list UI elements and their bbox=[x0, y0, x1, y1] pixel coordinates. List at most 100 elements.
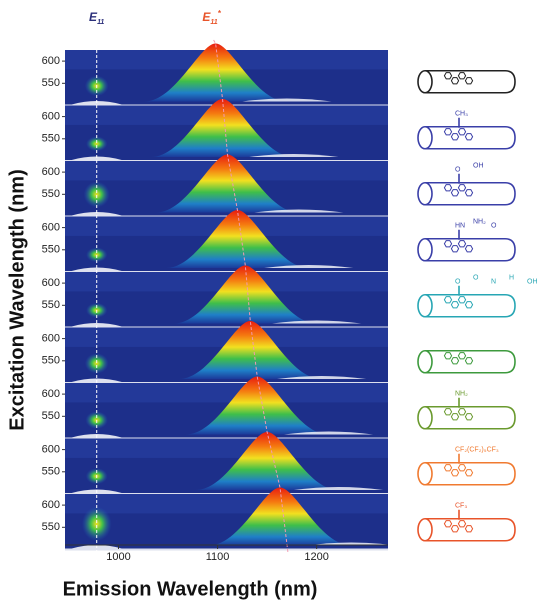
group-label: O bbox=[473, 275, 479, 282]
hexagon bbox=[450, 469, 460, 477]
tube-body bbox=[425, 461, 516, 486]
e11-spot bbox=[84, 353, 109, 374]
group-label: CH₃ bbox=[455, 111, 468, 118]
hexagon bbox=[464, 189, 474, 197]
group-label: O bbox=[455, 167, 461, 174]
e11-spot bbox=[86, 136, 108, 152]
nanotube bbox=[417, 509, 516, 542]
nanotube bbox=[417, 69, 516, 94]
y-tick-label: 550 bbox=[42, 188, 60, 200]
defect-peak bbox=[208, 487, 352, 546]
group-label: HN bbox=[455, 223, 465, 230]
group-label: NH₂ bbox=[455, 391, 468, 398]
tube-body bbox=[425, 349, 516, 374]
label-base: E bbox=[202, 10, 211, 24]
hexagon bbox=[443, 184, 453, 192]
y-tick-label: 550 bbox=[42, 410, 60, 422]
tube-end bbox=[417, 237, 433, 262]
peak-tail bbox=[242, 98, 332, 102]
y-axis-label: Excitation Wavelength (nm) bbox=[6, 169, 28, 431]
hexagon bbox=[450, 413, 460, 421]
y-tick-label: 600 bbox=[42, 444, 60, 456]
peak-label: E11* bbox=[202, 9, 221, 26]
tube-body bbox=[425, 517, 516, 542]
hexagon bbox=[464, 301, 474, 309]
hexagon bbox=[464, 133, 474, 141]
hexagon bbox=[457, 240, 467, 248]
hexagon bbox=[450, 77, 460, 85]
y-tick-label: 600 bbox=[42, 388, 60, 400]
group-label: H bbox=[509, 275, 514, 282]
defect-peak bbox=[185, 376, 329, 435]
baseline-wave bbox=[65, 489, 388, 495]
hexagon bbox=[450, 189, 460, 197]
hexagon bbox=[443, 128, 453, 136]
group-label: O bbox=[491, 223, 497, 230]
defect-peak bbox=[156, 154, 299, 213]
tube-body bbox=[425, 69, 516, 94]
hexagon bbox=[443, 408, 453, 416]
defect-guide bbox=[213, 39, 289, 554]
peak-tail bbox=[249, 154, 339, 157]
hexagon bbox=[450, 245, 460, 253]
tube-end bbox=[417, 517, 433, 542]
panel-shade bbox=[65, 327, 388, 347]
nanotube bbox=[417, 229, 516, 262]
baseline-wave bbox=[65, 323, 388, 329]
baseline-wave bbox=[65, 378, 388, 384]
defect-peak bbox=[178, 321, 322, 379]
plot-area: 550 600 550 600 550 600 550 600 550 600 550 600 550 6… bbox=[42, 39, 396, 563]
x-tick-label: 1100 bbox=[206, 551, 230, 563]
hexagon bbox=[443, 464, 453, 472]
baseline-wave bbox=[65, 267, 388, 273]
hexagon bbox=[443, 352, 453, 360]
tube-body bbox=[425, 237, 516, 262]
hexagon bbox=[457, 352, 467, 360]
y-tick-label: 550 bbox=[42, 355, 60, 367]
group-label: OH bbox=[473, 163, 484, 170]
x-tick-label: 1000 bbox=[106, 551, 130, 563]
peak-tail bbox=[283, 431, 374, 435]
e11-spot bbox=[86, 247, 108, 263]
group-label: OH bbox=[527, 279, 537, 286]
panel-shade bbox=[65, 383, 388, 403]
y-tick-label: 550 bbox=[42, 133, 60, 145]
group-label: N bbox=[491, 279, 496, 286]
group-label: NH₂ bbox=[473, 219, 486, 226]
hexagon bbox=[464, 77, 474, 85]
nanotube bbox=[417, 453, 516, 486]
y-tick-label: 600 bbox=[42, 166, 60, 178]
hexagon bbox=[443, 72, 453, 80]
defect-peak bbox=[173, 265, 317, 324]
hexagon bbox=[450, 301, 460, 309]
group-label: CF₂(CF₂)₅CF₃ bbox=[455, 447, 499, 454]
y-tick-label: 600 bbox=[42, 499, 60, 511]
x-axis-label: Emission Wavelength (nm) bbox=[63, 578, 318, 600]
y-tick-label: 600 bbox=[42, 55, 60, 67]
structures: CH₃ O OH HN NH₂ O O O N H OH NH₂ CF₂(CF₂)₅CF₃ CF₃ bbox=[417, 69, 537, 542]
y-tick-label: 600 bbox=[42, 333, 60, 345]
baseline-wave bbox=[65, 434, 388, 440]
peak-tail bbox=[254, 209, 344, 213]
tube-body bbox=[425, 293, 516, 318]
y-tick-label: 550 bbox=[42, 466, 60, 478]
nanotube bbox=[417, 117, 516, 150]
tube-end bbox=[417, 125, 433, 150]
y-tick-label: 550 bbox=[42, 521, 60, 533]
baseline-wave bbox=[65, 212, 388, 218]
hexagon bbox=[450, 525, 460, 533]
hexagon bbox=[457, 128, 467, 136]
hexagon bbox=[443, 240, 453, 248]
peak-tail bbox=[277, 376, 367, 379]
peak-tail bbox=[264, 265, 354, 268]
y-tick-label: 600 bbox=[42, 222, 60, 234]
label-sup: * bbox=[218, 9, 222, 18]
defect-peak bbox=[144, 43, 287, 102]
peak-tail bbox=[293, 487, 384, 490]
hexagon bbox=[464, 357, 474, 365]
hexagon bbox=[443, 520, 453, 528]
label-base: E bbox=[89, 10, 98, 24]
y-tick-label: 600 bbox=[42, 277, 60, 289]
hexagon bbox=[457, 72, 467, 80]
group-label: O bbox=[455, 279, 461, 286]
